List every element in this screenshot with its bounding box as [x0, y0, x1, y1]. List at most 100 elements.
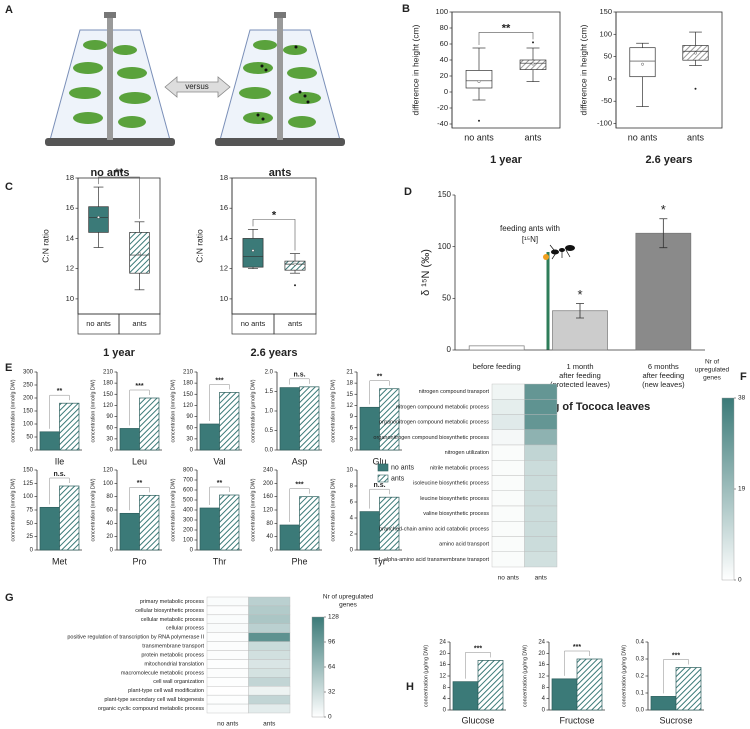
- y-tick-label: 210: [103, 370, 114, 376]
- row-label: protein metabolic process: [141, 652, 204, 658]
- x-tick-label: before feeding: [473, 362, 521, 371]
- row-label: valine biosynthetic process: [423, 511, 489, 517]
- x-axis-label: Ile: [55, 456, 65, 466]
- y-axis-label: δ ¹⁵N (‰): [420, 249, 432, 296]
- y-tick-label: 0: [447, 345, 452, 354]
- y-tick-label: 50: [604, 52, 612, 61]
- y-tick-label: 0: [30, 548, 34, 554]
- y-tick-label: 40: [440, 55, 448, 64]
- y-tick-label: 16: [439, 662, 446, 668]
- y-tick-label: 0.3: [636, 657, 645, 663]
- heatmap-cell: [524, 460, 558, 476]
- panel-label: C: [5, 181, 13, 193]
- legend-swatch: [377, 474, 389, 483]
- y-axis-label: concentration (nmol/g DW): [10, 379, 16, 442]
- bar: [359, 406, 380, 451]
- y-tick-label: 125: [23, 481, 34, 487]
- significance-bracket: [369, 488, 390, 509]
- row-label: cell wall organization: [153, 679, 204, 685]
- error-bar: [576, 303, 584, 319]
- y-tick-label: 0.4: [636, 640, 645, 646]
- y-tick-label: 100: [599, 29, 612, 38]
- x-tick-label: no ants: [86, 319, 111, 328]
- y-tick-label: 150: [103, 392, 114, 398]
- colorbar-tick-label: 32: [328, 689, 336, 696]
- y-tick-label: 150: [438, 190, 452, 199]
- significance-bracket: [478, 32, 534, 45]
- y-tick-label: 16: [66, 203, 74, 212]
- significance-bracket: [129, 389, 150, 426]
- y-tick-label: 80: [266, 521, 273, 527]
- y-tick-label: 800: [183, 468, 194, 474]
- panel-label: E: [5, 362, 12, 374]
- x-axis-label: Val: [213, 456, 225, 466]
- y-tick-label: 180: [103, 381, 114, 387]
- y-tick-label: 0: [270, 548, 274, 554]
- y-tick-label: 180: [183, 381, 194, 387]
- category-cell: [118, 313, 161, 335]
- heatmap-cell: [524, 444, 558, 461]
- significance-bracket: [49, 477, 70, 505]
- category-cell: [273, 313, 317, 335]
- y-tick-label: 6: [350, 500, 354, 506]
- y-tick-label: 25: [26, 534, 33, 540]
- y-tick-label: 700: [183, 478, 194, 484]
- y-tick-label: 0: [350, 548, 354, 554]
- y-tick-label: 90: [106, 414, 113, 420]
- y-axis-label: concentration (µg/mg DW): [423, 645, 429, 707]
- heatmap-cell: [206, 614, 249, 624]
- row-label: cellular process: [166, 626, 204, 632]
- y-tick-label: 10: [220, 294, 228, 303]
- x-tick-label: no ants: [464, 132, 494, 142]
- colorbar-tick-label: 96: [328, 639, 336, 646]
- bar: [299, 496, 320, 551]
- heatmap-cell: [248, 677, 291, 687]
- y-tick-label: 150: [599, 7, 612, 16]
- heatmap-cell: [206, 703, 249, 714]
- significance: n.s.: [373, 482, 385, 489]
- x-axis-label: Met: [52, 556, 68, 566]
- legend-label: no ants: [391, 464, 414, 471]
- x-axis-label: Phe: [291, 556, 307, 566]
- y-tick-label: 100: [23, 494, 34, 500]
- significance: *: [272, 209, 277, 221]
- colorbar-tick-label: 128: [328, 614, 339, 621]
- significance-bracket: [252, 219, 296, 251]
- y-tick-label: 16: [220, 203, 228, 212]
- y-tick-label: 6: [350, 425, 354, 431]
- colorbar-tick-label: 19: [738, 486, 746, 493]
- significance-bracket: [663, 659, 689, 694]
- x-tick-label: after feeding: [559, 371, 601, 380]
- x-tick-label: 1 month: [566, 362, 593, 371]
- bar: [299, 386, 320, 451]
- significance-bracket: [564, 650, 590, 676]
- y-axis-label: concentration (µg/mg DW): [522, 645, 528, 707]
- y-tick-label: 12: [66, 264, 74, 273]
- y-tick-label: 600: [183, 488, 194, 494]
- bar: [279, 387, 300, 451]
- panel-label: D: [404, 186, 412, 198]
- y-axis-label: concentration (µmol/g DW): [250, 379, 256, 442]
- y-tick-label: 50: [26, 435, 33, 441]
- heatmap-cell: [491, 475, 525, 491]
- heatmap-cell: [248, 605, 291, 616]
- significance: **: [502, 22, 511, 34]
- colorbar-title: upregulated: [695, 367, 730, 374]
- row-label: organonitrogen compound metabolic proces…: [379, 420, 489, 426]
- y-tick-label: 30: [186, 436, 193, 442]
- x-tick-label: ants: [687, 132, 705, 142]
- x-axis-label: Thr: [213, 556, 227, 566]
- heatmap-cell: [491, 460, 525, 476]
- y-tick-label: 2.0: [265, 370, 274, 376]
- mean: [138, 252, 141, 255]
- bar: [39, 506, 60, 551]
- heatmap-cell: [206, 694, 249, 705]
- y-tick-label: 100: [103, 481, 114, 487]
- y-axis-label: C:N ratio: [194, 229, 204, 263]
- y-tick-label: 50: [442, 293, 451, 302]
- heatmap-cell: [206, 686, 249, 696]
- versus-label: versus: [185, 82, 209, 91]
- colorbar-tick-label: 0: [738, 577, 742, 584]
- mean: [641, 62, 644, 66]
- panel-label: B: [402, 3, 410, 15]
